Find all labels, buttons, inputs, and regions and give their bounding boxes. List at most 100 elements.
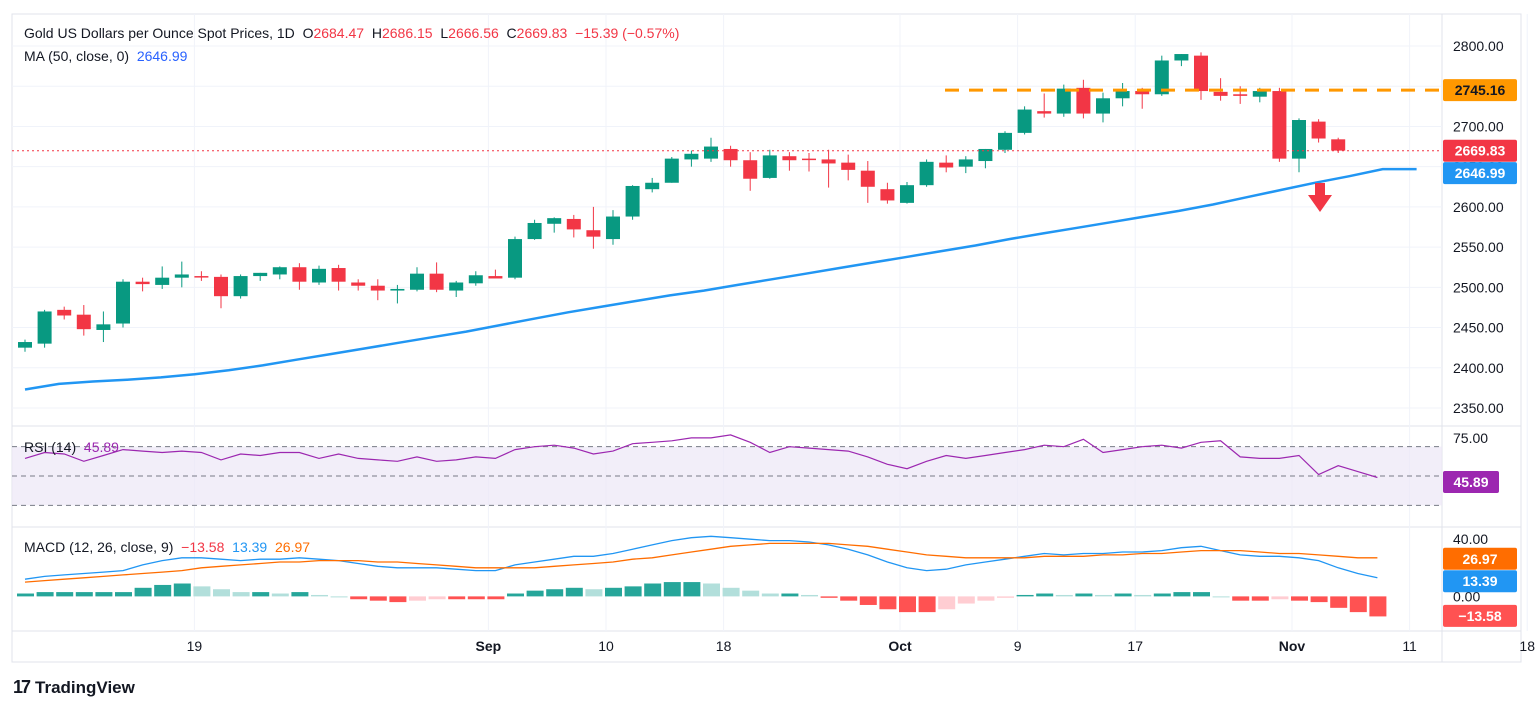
price-tick-label: 2350.00 bbox=[1453, 400, 1504, 416]
tradingview-logo-icon: 17 bbox=[13, 677, 31, 697]
macd-hist-bar bbox=[1349, 596, 1367, 613]
ma-value: 2646.99 bbox=[136, 48, 188, 64]
chart-frame bbox=[11, 13, 1522, 663]
macd-hist-bar bbox=[291, 592, 309, 597]
candle-body bbox=[1037, 111, 1052, 114]
price-tick-label: 2450.00 bbox=[1453, 320, 1504, 336]
candle-body bbox=[547, 218, 562, 224]
close-badge-bg bbox=[1443, 139, 1517, 162]
macd-hist-bar bbox=[840, 596, 858, 601]
signal-line bbox=[24, 542, 1378, 583]
candle-body bbox=[704, 146, 718, 159]
candle-body bbox=[723, 148, 738, 161]
candle-body bbox=[96, 324, 111, 330]
macd-hist-bar bbox=[311, 594, 328, 597]
candle-body bbox=[508, 239, 522, 278]
macd-hist-bar bbox=[1310, 596, 1328, 603]
candle-body bbox=[782, 156, 797, 161]
candle-body bbox=[370, 285, 385, 291]
time-tick-label: Oct bbox=[888, 638, 912, 654]
rsi-badge-bg bbox=[1443, 471, 1499, 494]
chart-title: Gold US Dollars per Ounce Spot Prices, 1… bbox=[24, 25, 295, 41]
candle-body bbox=[351, 282, 366, 286]
candle-body bbox=[390, 288, 405, 291]
macd-signal-badge: 26.97 bbox=[1462, 551, 1497, 567]
time-tick-label: 18 bbox=[716, 638, 732, 654]
macd-hist-bar bbox=[1153, 593, 1171, 597]
ma-label: MA (50, close, 0) bbox=[24, 48, 130, 64]
price-tick-label: 2500.00 bbox=[1453, 279, 1504, 295]
resistance-badge-bg bbox=[1443, 79, 1517, 102]
close-value: 2669.83 bbox=[516, 25, 568, 41]
candle-body bbox=[37, 311, 52, 344]
candle-body bbox=[1056, 88, 1071, 114]
macd-hist-bar bbox=[1369, 596, 1387, 617]
candle-body bbox=[429, 273, 444, 290]
macd-signal-badge-bg bbox=[1443, 547, 1517, 570]
macd-hist-bar bbox=[1114, 593, 1132, 597]
macd-hist-bar bbox=[330, 596, 348, 598]
macd-legend[interactable]: MACD (12, 26, close, 9) −13.58 13.39 26.… bbox=[24, 539, 310, 555]
candle-body bbox=[194, 276, 209, 278]
macd-line bbox=[24, 535, 1378, 580]
candle-body bbox=[1017, 109, 1032, 133]
candle-body bbox=[312, 268, 326, 283]
candle-body bbox=[331, 268, 346, 282]
macd-hist-bar bbox=[977, 596, 995, 601]
macd-hist-bar bbox=[1271, 596, 1289, 600]
candle-body bbox=[253, 272, 268, 277]
price-tick-label: 2550.00 bbox=[1453, 239, 1504, 255]
macd-hist-bar bbox=[134, 587, 152, 597]
macd-signal-value: 26.97 bbox=[275, 539, 311, 555]
candle-body bbox=[468, 275, 483, 284]
price-tick-label: 2400.00 bbox=[1453, 360, 1504, 376]
candle-body bbox=[821, 159, 836, 164]
candle-body bbox=[292, 267, 307, 282]
macd-line-badge-bg bbox=[1443, 570, 1517, 593]
candle-body bbox=[1194, 55, 1208, 92]
candle-body bbox=[233, 276, 248, 297]
candle-body bbox=[1272, 91, 1287, 159]
ma-legend[interactable]: MA (50, close, 0) 2646.99 bbox=[24, 48, 187, 64]
macd-hist-bar bbox=[1330, 596, 1348, 608]
time-tick-label: 11 bbox=[1402, 638, 1417, 654]
macd-hist-bar bbox=[761, 593, 779, 597]
rsi-pane: 75.00 45.89 bbox=[12, 430, 1499, 506]
macd-tick-label: 0.00 bbox=[1453, 588, 1480, 604]
price-tick-label: 2700.00 bbox=[1453, 118, 1504, 134]
macd-hist-bar bbox=[213, 589, 230, 597]
candle-body bbox=[939, 162, 954, 168]
time-tick-label: 10 bbox=[598, 638, 614, 654]
price-tick-label: 2600.00 bbox=[1453, 199, 1504, 215]
candle-body bbox=[18, 342, 32, 348]
macd-hist-bar bbox=[1212, 596, 1230, 598]
candle-body bbox=[841, 162, 856, 170]
macd-hist-bar bbox=[154, 584, 172, 597]
macd-hist-badge: −13.58 bbox=[1458, 608, 1501, 624]
axes: 2800.002750.002700.002650.002600.002550.… bbox=[187, 38, 1536, 654]
candle-body bbox=[880, 189, 895, 201]
candle-body bbox=[762, 155, 777, 178]
candle-body bbox=[76, 314, 91, 330]
candle-body bbox=[802, 158, 816, 161]
macd-hist-bar bbox=[1291, 596, 1308, 601]
macd-hist-value: −13.58 bbox=[181, 539, 225, 555]
macd-hist-bar bbox=[487, 596, 505, 600]
macd-hist-bar bbox=[938, 596, 956, 610]
macd-hist-bar bbox=[193, 586, 211, 597]
low-value: 2666.56 bbox=[448, 25, 499, 41]
candle-body bbox=[1174, 54, 1189, 61]
macd-hist-bar bbox=[1075, 593, 1093, 597]
candle-body bbox=[57, 309, 72, 316]
time-tick-label: Sep bbox=[476, 638, 502, 654]
macd-hist-bar bbox=[820, 596, 838, 598]
tradingview-logo[interactable]: 17 TradingView bbox=[13, 677, 135, 698]
macd-hist-bar bbox=[115, 592, 132, 597]
ma50-line bbox=[24, 167, 1417, 391]
candle-body bbox=[1076, 87, 1091, 114]
high-value: 2686.15 bbox=[381, 25, 433, 41]
rsi-legend[interactable]: RSI (14) 45.89 bbox=[24, 439, 119, 455]
macd-hist-bar bbox=[1055, 594, 1073, 597]
chart-legend-main: Gold US Dollars per Ounce Spot Prices, 1… bbox=[24, 25, 679, 41]
